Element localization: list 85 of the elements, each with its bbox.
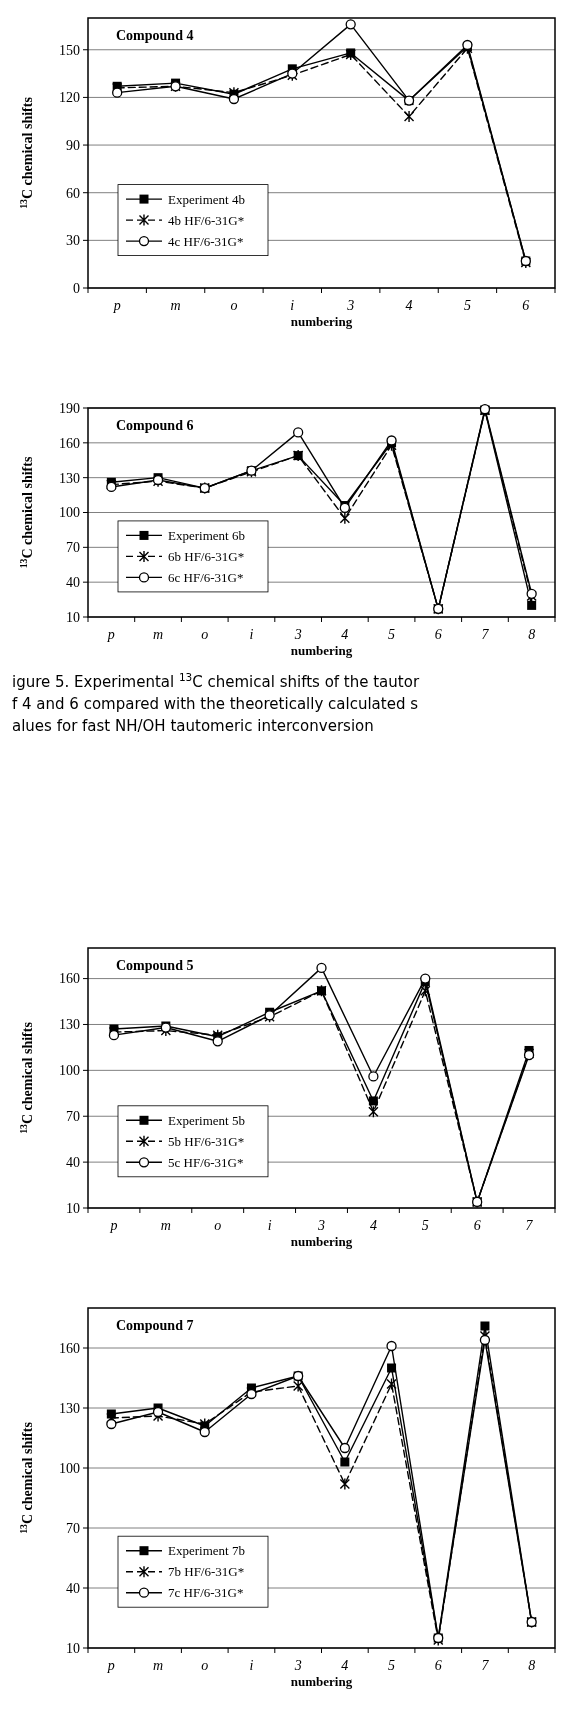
x-tick-label: o — [201, 627, 209, 642]
x-tick-label: 6 — [522, 298, 530, 313]
y-tick-label: 10 — [66, 609, 80, 625]
x-tick-label: m — [152, 627, 164, 642]
y-tick-label: 40 — [66, 1155, 80, 1171]
x-tick-label: 4 — [341, 1658, 349, 1673]
x-tick-label: 3 — [346, 298, 355, 313]
x-tick-label: 5 — [463, 298, 471, 313]
x-tick-label: i — [249, 1658, 254, 1673]
x-tick-label: 5 — [421, 1218, 429, 1233]
y-tick-label: 10 — [66, 1640, 80, 1656]
x-tick-label: i — [290, 298, 295, 313]
x-tick-label: 6 — [434, 1658, 442, 1673]
x-tick-label: 3 — [293, 1658, 302, 1673]
legend-label: Experiment 5b — [168, 1112, 245, 1128]
legend-label: Experiment 6b — [168, 527, 245, 543]
x-tick-label: 4 — [405, 298, 413, 313]
legend-label: Experiment 4b — [168, 191, 245, 207]
legend-label: 6b HF/6-31G* — [168, 548, 245, 564]
x-tick-label: 4 — [341, 627, 349, 642]
text: f 4 and 6 compared with the theoretically calculated s — [12, 695, 419, 713]
x-axis-title: numbering — [290, 314, 353, 329]
text: alues for fast NH/OH tautomeric interconversion — [12, 717, 374, 735]
y-tick-label: 30 — [66, 233, 80, 249]
text: Compound 6 — [116, 418, 194, 433]
y-tick-label: 190 — [59, 400, 80, 416]
x-tick-label: 3 — [293, 627, 302, 642]
legend-label: 5c HF/6-31G* — [168, 1154, 244, 1170]
y-tick-label: 0 — [73, 280, 80, 296]
legend-label: 5b HF/6-31G* — [168, 1133, 245, 1149]
y-tick-label: 160 — [59, 1340, 80, 1356]
text: Compound 4 — [116, 28, 194, 43]
y-tick-label: 40 — [66, 575, 80, 591]
x-tick-label: p — [106, 627, 115, 642]
legend-label: 4b HF/6-31G* — [168, 212, 245, 228]
x-tick-label: m — [170, 298, 181, 313]
y-tick-label: 60 — [66, 185, 80, 201]
y-tick-label: 150 — [59, 42, 80, 58]
x-tick-label: m — [152, 1658, 164, 1673]
y-tick-label: 100 — [59, 505, 80, 521]
y-tick-label: 160 — [59, 971, 80, 987]
legend-label: 4c HF/6-31G* — [168, 233, 244, 249]
y-tick-label: 120 — [59, 90, 80, 106]
x-tick-label: p — [106, 1658, 115, 1673]
legend-label: 6c HF/6-31G* — [168, 569, 244, 585]
x-axis-title: numbering — [290, 1674, 353, 1689]
x-tick-label: 7 — [525, 1218, 534, 1233]
x-tick-label: 4 — [369, 1218, 377, 1233]
x-tick-label: o — [230, 298, 238, 313]
y-tick-label: 160 — [59, 435, 80, 451]
x-tick-label: p — [109, 1218, 118, 1233]
legend-label: 7b HF/6-31G* — [168, 1564, 245, 1580]
y-tick-label: 100 — [59, 1460, 80, 1476]
x-tick-label: 8 — [528, 627, 536, 642]
x-tick-label: m — [160, 1218, 171, 1233]
x-tick-label: o — [201, 1658, 209, 1673]
y-tick-label: 70 — [66, 1520, 80, 1536]
x-tick-label: i — [249, 627, 254, 642]
x-tick-label: 6 — [473, 1218, 481, 1233]
x-tick-label: p — [112, 298, 121, 313]
text: Compound 5 — [116, 958, 194, 973]
y-tick-label: 40 — [66, 1580, 80, 1596]
x-tick-label: 6 — [434, 627, 442, 642]
x-tick-label: 7 — [481, 1658, 490, 1673]
legend-label: Experiment 7b — [168, 1543, 245, 1559]
x-tick-label: 5 — [388, 627, 396, 642]
y-tick-label: 130 — [59, 470, 80, 486]
y-tick-label: 100 — [59, 1063, 80, 1079]
x-tick-label: 8 — [528, 1658, 536, 1673]
x-axis-title: numbering — [290, 1234, 353, 1249]
text: igure 5. Experimental $^{13}$C chemical shifts of the tautor — [12, 671, 420, 691]
legend-label: 7c HF/6-31G* — [168, 1585, 244, 1601]
x-tick-label: 5 — [388, 1658, 396, 1673]
y-tick-label: 10 — [66, 1200, 80, 1216]
y-tick-label: 70 — [66, 540, 80, 556]
y-tick-label: 130 — [59, 1400, 80, 1416]
x-tick-label: i — [267, 1218, 272, 1233]
y-tick-label: 90 — [66, 137, 80, 153]
x-tick-label: o — [214, 1218, 222, 1233]
y-tick-label: 130 — [59, 1017, 80, 1033]
x-tick-label: 7 — [481, 627, 490, 642]
x-axis-title: numbering — [290, 643, 353, 658]
text: Compound 7 — [116, 1318, 194, 1333]
y-tick-label: 70 — [66, 1109, 80, 1125]
x-tick-label: 3 — [317, 1218, 325, 1233]
